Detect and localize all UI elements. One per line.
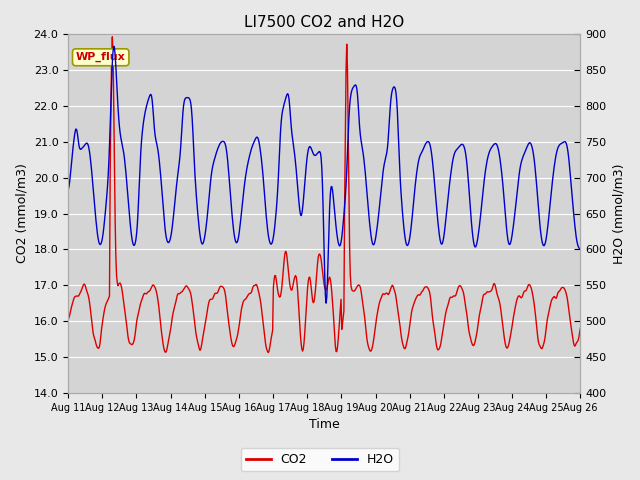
CO2	[74, 293, 81, 299]
Legend: CO2, H2O: CO2, H2O	[241, 448, 399, 471]
CO2	[64, 316, 72, 322]
CO2	[109, 34, 116, 40]
H2O	[403, 242, 410, 248]
Y-axis label: H2O (mmol/m3): H2O (mmol/m3)	[612, 163, 625, 264]
CO2	[206, 297, 214, 303]
H2O	[323, 300, 330, 306]
Line: CO2: CO2	[68, 37, 580, 352]
H2O	[206, 185, 214, 191]
CO2	[264, 349, 272, 355]
H2O	[179, 110, 187, 116]
H2O	[74, 131, 81, 137]
Y-axis label: CO2 (mmol/m3): CO2 (mmol/m3)	[15, 164, 28, 264]
CO2	[577, 325, 584, 331]
H2O	[577, 247, 584, 252]
CO2	[179, 288, 187, 294]
H2O	[110, 43, 118, 49]
Title: LI7500 CO2 and H2O: LI7500 CO2 and H2O	[244, 15, 404, 30]
Text: WP_flux: WP_flux	[76, 52, 125, 62]
Line: H2O: H2O	[68, 46, 580, 303]
H2O	[388, 91, 396, 96]
H2O	[64, 187, 72, 192]
CO2	[388, 283, 396, 289]
H2O	[127, 227, 134, 233]
CO2	[127, 341, 134, 347]
X-axis label: Time: Time	[309, 419, 340, 432]
CO2	[403, 341, 410, 347]
